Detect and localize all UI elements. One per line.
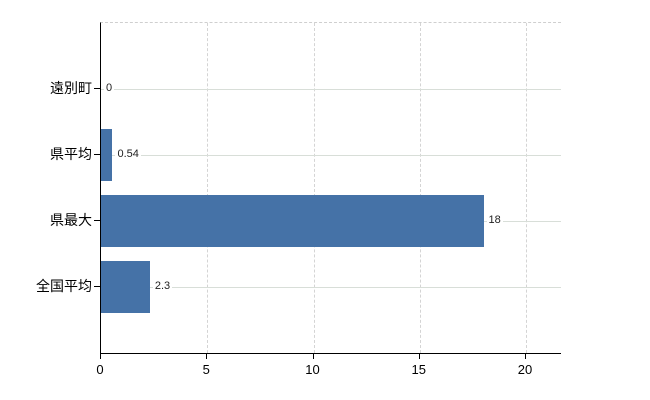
x-axis-tick [206,353,208,359]
y-axis-tick [94,286,100,287]
x-axis-tick-label: 5 [202,362,210,377]
category-label: 全国平均 [36,278,92,294]
bar [101,129,113,181]
x-axis-tick-label: 0 [96,362,104,377]
bar-value-label: 2.3 [152,280,173,294]
bar-value-label: 0 [104,82,115,96]
x-axis-tick-label: 10 [305,362,320,377]
y-axis-tick [94,220,100,221]
x-axis-tick-label: 20 [517,362,533,377]
category-row-line [101,89,561,90]
y-axis-labels: 遠別町県平均県最大全国平均 [0,22,92,352]
bar [101,195,484,247]
category-row-line [101,287,561,288]
plot-area: 0 0.54 18 2.3 [100,22,561,354]
x-gridline [419,23,421,353]
y-axis-tick [94,88,100,89]
category-label: 県平均 [50,146,92,162]
x-axis-tick [100,353,101,359]
category-label: 遠別町 [50,80,92,96]
x-axis-tick [525,353,526,359]
bar-value-label: 18 [486,214,503,228]
x-axis-tick [418,353,420,359]
x-gridline [207,23,209,353]
bar [101,261,150,313]
x-axis-tick-label: 15 [411,362,426,377]
bar-value-label: 0.54 [115,148,141,162]
y-axis-tick [94,154,100,155]
category-label: 県最大 [50,212,92,228]
x-axis-tick [312,353,314,359]
category-row-line [101,155,561,156]
x-gridline [526,23,527,353]
x-gridline [313,23,315,353]
